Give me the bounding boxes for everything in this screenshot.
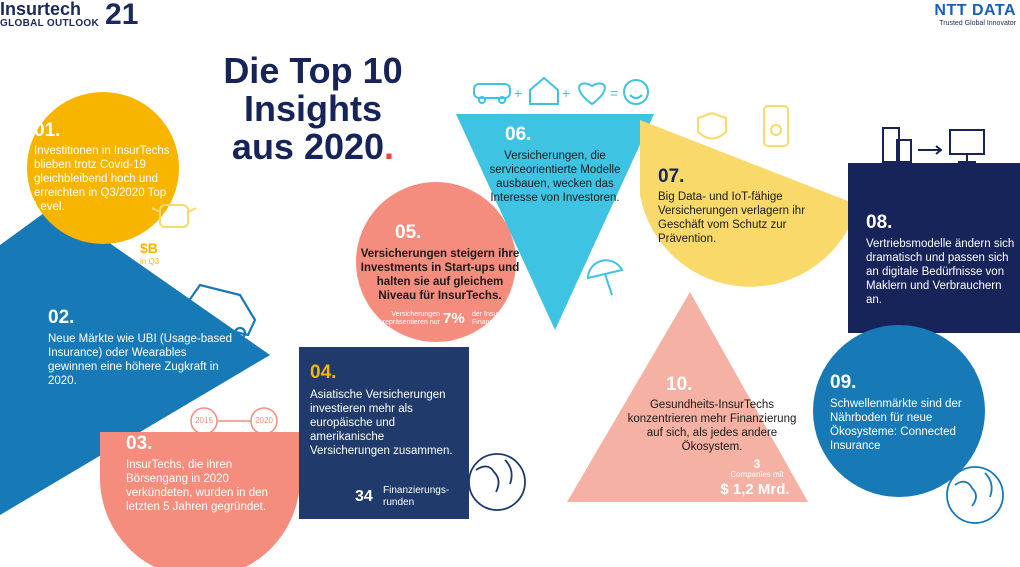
shape-10-triangle [567,292,808,502]
insight-02-text: Neue Märkte wie UBI (Usage-based Insuran… [48,333,233,387]
insight-04-text: Asiatische Versicherungen investieren me… [310,389,453,457]
insight-04-number: 04. [310,362,337,383]
logo-line-2: GLOBAL OUTLOOK [0,18,100,29]
insight-08-text: Vertriebsmodelle ändern sich dramatisch … [866,238,1015,306]
insight-05-stat-post: der InsurTech Finanzierung [472,311,515,326]
insight-03-year-to: 2020 [255,416,273,425]
svg-text:=: = [610,85,618,101]
insight-10-text: Gesundheits-InsurTechs konzentrieren meh… [627,399,797,453]
insight-01-stat-sub: in Q3 [140,257,160,266]
shape-06-triangle [456,114,654,330]
insight-05-stat: 7% [443,310,465,327]
shape-03-shape [100,432,300,567]
svg-text:+: + [514,85,522,101]
shape-08-square [848,163,1020,333]
formula-icons: + + = [473,76,649,106]
building-computer-icon [882,127,985,163]
car-icon [184,283,257,340]
insight-10-stat: $ 1,2 Mrd. [720,481,790,498]
logo-line-1: Insurtech [0,0,82,19]
title-line-2: Insights [243,88,382,129]
title-line-3: aus 2020 [231,126,385,167]
shape-07-shape [640,120,858,287]
insight-09-number: 09. [830,372,857,393]
year-timeline-icon [190,407,278,435]
insurtech-logo: Insurtech GLOBAL OUTLOOK 21 [0,0,139,31]
insight-09-text: Schwellenmärkte sind der Nährboden für n… [830,398,962,452]
insight-10-stat-count: 3 [753,457,761,471]
ntt-logo-line-1: NTT DATA [934,2,1016,19]
shape-09-circle [813,325,985,497]
insight-03-number: 03. [126,433,153,454]
insight-05-number: 05. [395,222,422,243]
title-line-1: Die Top 10 [223,50,403,91]
shape-05-circle [356,182,516,342]
insight-07-number: 07. [658,166,685,187]
insight-07-text: Big Data- und IoT-fähige Versicherungen … [658,191,806,245]
globe-icon [468,453,526,511]
insight-08-number: 08. [866,212,893,233]
ntt-logo-line-2: Trusted Global Innovator [939,20,1016,27]
insight-10-stat-count-label: Companies mit [730,470,784,479]
mask-icon [151,204,197,228]
insight-03-year-from: 2015 [195,416,213,425]
insight-03-text: InsurTechs, die ihren Börsengang in 2020… [126,459,268,513]
insight-06-number: 06. [505,124,532,145]
svg-text:+: + [562,85,570,101]
title-dot: . [384,126,395,167]
globe-icon-2 [946,466,1004,524]
shield-phone-icon [697,105,789,147]
insight-04-stat: 34 [355,488,373,505]
insight-05-stat-pre: Versicherungen repräsentieren nur [382,311,440,326]
insight-01-stat: $B [140,240,158,256]
page-title: Die Top 10 Insights aus 2020. [208,52,418,166]
insight-02-number: 02. [48,307,75,328]
insight-05-text: Versicherungen steigern ihre Investments… [360,248,520,302]
shape-04-square [299,347,469,519]
insight-06-text: Versicherungen, die serviceorientierte M… [489,150,621,204]
insight-01-number: 01. [34,120,61,141]
ntt-data-logo: NTT DATA Trusted Global Innovator [912,2,1016,27]
logo-mark: 21 [105,0,139,31]
insight-01-text: Investitionen in InsurTechs blieben trot… [34,145,170,213]
umbrella-icon [586,259,624,296]
shape-02-triangle [0,205,270,515]
insight-10-number: 10. [666,374,693,395]
shape-01-circle [27,92,179,244]
insight-04-stat-label: Finanzierungs-runden [383,485,450,508]
